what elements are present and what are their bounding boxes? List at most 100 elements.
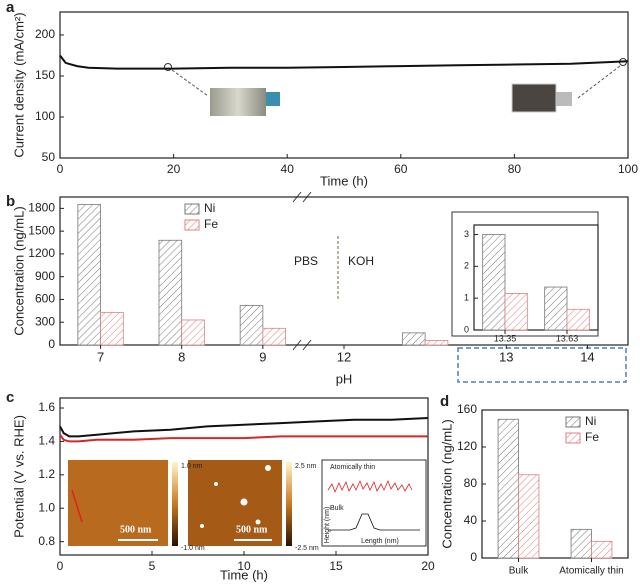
y-tick-label: 3: [464, 229, 469, 239]
bar: [77, 204, 101, 346]
annotation: 500 nm: [236, 524, 268, 535]
x-tick-label: Bulk: [509, 566, 529, 577]
y-axis-title: Current density (mA/cm²): [11, 12, 26, 157]
plot-frame: [473, 224, 599, 331]
y-tick-label: 160: [457, 402, 477, 416]
plot-frame: [59, 11, 629, 159]
y-tick-label: 1.4: [38, 434, 55, 448]
afm-particle: [200, 524, 204, 528]
bar: [518, 474, 540, 559]
bar: [262, 327, 286, 346]
y-tick-label: 1800: [28, 201, 55, 215]
y-tick-label: 1: [464, 293, 469, 303]
x-tick-label: 60: [394, 162, 408, 176]
annotation: Bulk: [330, 505, 344, 512]
bar: [497, 418, 519, 559]
bar: [570, 528, 592, 559]
photo-clip: [266, 92, 280, 106]
colorbar: [172, 462, 178, 546]
bar: [239, 305, 264, 346]
y-tick-label: 0: [464, 324, 469, 334]
x-tick-label: 12: [337, 349, 351, 364]
line-series: [59, 54, 629, 70]
y-tick-label: 0.8: [38, 534, 55, 548]
photo: [511, 83, 557, 113]
y-axis-title: Concentration (ng/mL): [11, 206, 26, 335]
annotation: Length (nm): [361, 538, 399, 545]
x-tick-label: 20: [421, 559, 435, 573]
y-tick-label: 1.6: [38, 400, 55, 414]
x-axis-title: Time (h): [220, 567, 268, 582]
x-tick-label: 5: [149, 559, 156, 573]
annotation: -2.5 nm: [295, 545, 319, 552]
x-tick-label: 80: [508, 162, 522, 176]
annotation: KOH: [348, 254, 374, 268]
legend-label: Ni: [585, 414, 596, 428]
profile-inset: [321, 459, 427, 547]
bar: [544, 286, 568, 331]
x-tick-label: 8: [178, 349, 185, 364]
y-tick-label: 100: [35, 109, 55, 123]
pointer: [171, 69, 209, 97]
photo: [210, 88, 266, 116]
x-tick-label: 13: [499, 349, 513, 364]
colorbar: [286, 462, 292, 546]
annotation: 1.0 nm: [181, 463, 203, 470]
y-tick-label: 50: [42, 150, 56, 164]
bar: [566, 308, 590, 331]
x-tick-label: 0: [57, 559, 64, 573]
y-tick-label: 200: [35, 27, 55, 41]
profile-bulk: [328, 513, 420, 531]
y-tick-label: 1500: [28, 223, 55, 237]
legend-swatch: [565, 432, 581, 444]
x-axis-title: pH: [336, 371, 353, 386]
bar: [181, 319, 205, 346]
y-tick-label: 300: [35, 314, 55, 328]
x-tick-label: 0: [57, 162, 64, 176]
point-marker: [164, 63, 172, 71]
y-tick-label: 40: [464, 513, 478, 527]
pointer: [577, 65, 621, 99]
x-tick-label: 20: [167, 162, 181, 176]
legend-swatch: [184, 219, 200, 231]
y-tick-label: 80: [464, 476, 478, 490]
y-tick-label: 1.0: [38, 500, 55, 514]
x-tick-label: 7: [97, 349, 104, 364]
annotation: Height (nm): [324, 507, 331, 544]
afm-image: [68, 460, 168, 546]
y-tick-label: 150: [35, 68, 55, 82]
annotation: Atomically thin: [330, 464, 375, 471]
annotation: 500 nm: [120, 524, 152, 535]
x-tick-label: 13.63: [556, 333, 579, 343]
afm-particle: [240, 498, 248, 506]
x-tick-label: 9: [259, 349, 266, 364]
y-axis-title: Potential (V vs. RHE): [11, 415, 26, 538]
bar: [504, 293, 528, 331]
annotation: PBS: [294, 254, 318, 268]
annotation: -1.0 nm: [181, 545, 205, 552]
x-tick-label: 14: [580, 349, 594, 364]
bar: [100, 311, 124, 346]
bar: [158, 239, 183, 346]
afm-particle: [265, 465, 271, 471]
y-tick-label: 1.2: [38, 467, 55, 481]
panel-label: b: [6, 193, 15, 210]
y-tick-label: 0: [48, 337, 55, 351]
afm-particle: [255, 519, 261, 525]
y-tick-label: 0: [470, 550, 477, 564]
legend-label: Fe: [585, 430, 599, 444]
bar: [402, 332, 426, 346]
panel-label: c: [6, 389, 14, 406]
legend-swatch: [184, 203, 200, 215]
y-tick-label: 900: [35, 269, 55, 283]
x-tick-label: 40: [281, 162, 295, 176]
bar: [482, 234, 506, 331]
x-tick-label: 15: [329, 559, 343, 573]
annotation: 2.5 nm: [295, 463, 317, 470]
line-series: [59, 434, 428, 443]
legend-label: Fe: [204, 217, 218, 231]
photo-clip: [556, 92, 572, 106]
y-tick-label: 2: [464, 261, 469, 271]
